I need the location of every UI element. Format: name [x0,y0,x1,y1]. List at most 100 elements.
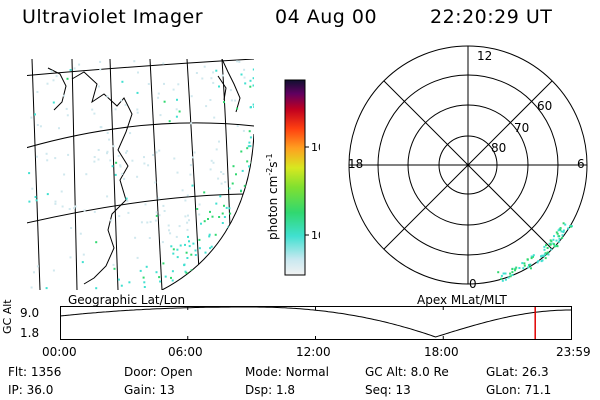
orbit-xtick-1800: 18:00 [424,345,459,359]
uv-emission-pixel [155,271,158,274]
uv-emission-pixel [65,107,68,110]
uv-emission-pixel [236,107,239,110]
uv-emission-pixel [137,71,139,74]
uv-emission-pixel [184,270,187,273]
uv-emission-pixel [126,199,129,202]
uv-emission-pixel [236,217,239,219]
uv-emission-pixel [543,245,546,248]
uv-emission-pixel [507,276,510,279]
uv-emission-pixel [194,249,197,252]
uv-emission-pixel [241,228,244,230]
uv-emission-pixel [232,165,235,168]
uv-emission-pixel [173,157,176,160]
uv-emission-pixel [235,226,238,229]
uv-emission-pixel [218,140,220,143]
uv-emission-pixel [120,99,123,102]
uv-emission-pixel [250,195,253,198]
uv-emission-pixel [213,116,216,119]
uv-emission-pixel [201,77,204,80]
uv-emission-pixel [204,251,207,254]
uv-emission-pixel [210,159,213,162]
uv-emission-pixel [82,253,85,256]
uv-emission-pixel [63,173,66,176]
uv-emission-pixel [500,274,503,277]
uv-emission-pixel [148,237,151,239]
uv-emission-pixel [34,113,36,116]
uv-emission-pixel [236,125,239,127]
uv-emission-pixel [552,238,555,241]
uv-emission-pixel [242,277,245,280]
uv-emission-pixel [217,177,220,180]
uv-emission-pixel [66,114,69,117]
mlt-label-6: 6 [577,157,585,171]
uv-emission-pixel [163,82,165,85]
uv-emission-pixel [113,267,116,270]
uv-emission-pixel [155,214,158,217]
uv-emission-pixel [136,108,139,111]
uv-emission-pixel [555,239,558,242]
uv-emission-pixel [186,228,189,231]
orbit-ytick-bottom: 1.8 [20,326,40,340]
uv-emission-pixel [224,278,227,281]
uv-emission-pixel [230,248,233,251]
uv-emission-pixel [218,216,221,218]
uv-emission-pixel [119,165,122,168]
uv-emission-pixel [234,254,237,257]
uv-emission-pixel [562,231,565,234]
uv-emission-pixel [81,261,84,264]
colorbar: 100 10 photon cm-2s-1 [265,79,320,276]
uv-emission-pixel [561,234,564,237]
uv-emission-pixel [131,159,134,162]
uv-emission-pixel [140,221,143,224]
uv-emission-pixel [46,82,49,85]
uv-emission-pixel [83,209,86,212]
uv-emission-pixel [198,238,201,241]
uv-emission-pixel [540,255,543,258]
uv-emission-pixel [511,274,514,276]
uv-emission-pixel [241,281,244,283]
uv-emission-pixel [210,285,213,288]
uv-emission-pixel [164,275,167,278]
uv-emission-pixel [238,60,241,63]
polar-plot: 12 18 6 0 60 70 80 [348,45,588,291]
uv-emission-pixel [212,161,215,164]
uv-emission-pixel [179,244,182,247]
uv-emission-pixel [188,240,190,243]
uv-emission-pixel [46,193,49,196]
uv-emission-pixel [561,236,564,239]
uv-emission-pixel [126,150,129,153]
uv-emission-pixel [249,136,252,139]
uv-emission-pixel [162,204,165,207]
uv-emission-pixel [100,126,103,129]
uv-emission-pixel [219,195,222,198]
uv-emission-pixel [229,234,232,237]
uv-emission-pixel [229,89,232,92]
uv-emission-pixel [158,214,161,217]
mlat-label-60: 60 [537,99,552,113]
uv-emission-pixel [245,263,248,266]
uv-emission-pixel [30,286,33,289]
uv-emission-pixel [523,264,526,267]
uv-emission-pixel [253,106,254,108]
uv-emission-pixel [133,60,136,63]
uv-emission-pixel [31,187,34,190]
uv-emission-pixel [121,172,124,175]
uv-emission-pixel [158,276,161,279]
uv-emission-pixel [248,130,251,133]
uv-emission-pixel [203,220,206,223]
uv-emission-pixel [530,255,533,258]
status-ip: IP: 36.0 [8,383,54,397]
mlt-label-12: 12 [477,49,492,63]
uv-emission-pixel [549,243,552,246]
uv-emission-pixel [35,199,38,202]
uv-emission-pixel [171,270,174,273]
uv-emission-pixel [175,235,178,238]
uv-emission-pixel [157,197,160,200]
uv-emission-pixel [93,156,96,158]
geographic-map [27,59,254,290]
colorbar-tick-100: 100 [311,141,320,154]
uv-emission-pixel [220,171,223,173]
uv-emission-pixel [246,160,249,163]
uv-emission-pixel [66,77,69,80]
uv-emission-pixel [52,79,55,82]
